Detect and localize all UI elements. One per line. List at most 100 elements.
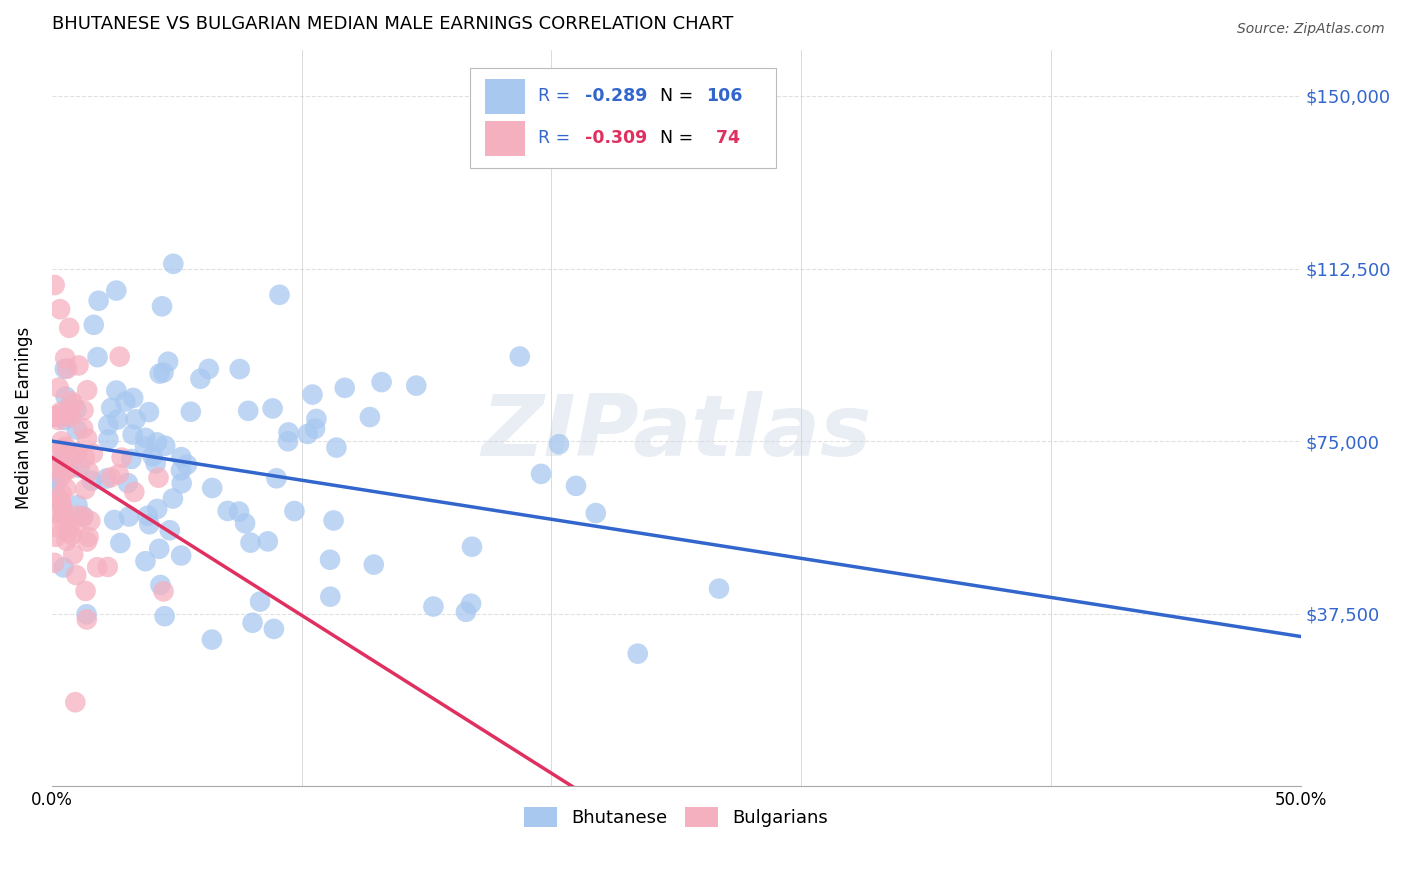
Point xyxy=(627,647,650,661)
Point xyxy=(134,440,156,454)
Point xyxy=(51,442,73,457)
Point xyxy=(45,530,67,544)
Point xyxy=(242,615,264,630)
Point xyxy=(114,394,136,409)
Point xyxy=(108,350,131,364)
Point xyxy=(263,622,285,636)
Point xyxy=(405,378,427,392)
Point xyxy=(149,367,172,381)
Point xyxy=(117,476,139,491)
Point xyxy=(66,498,89,512)
Point xyxy=(107,467,129,482)
Point xyxy=(170,549,193,563)
Point xyxy=(65,447,87,461)
FancyBboxPatch shape xyxy=(470,69,776,168)
Point xyxy=(76,431,98,445)
Point xyxy=(58,460,80,475)
Point xyxy=(51,512,73,526)
Point xyxy=(49,495,72,509)
Point xyxy=(162,257,184,271)
Point xyxy=(262,401,284,416)
Point xyxy=(48,381,70,395)
Y-axis label: Median Male Earnings: Median Male Earnings xyxy=(15,327,32,509)
Point xyxy=(48,413,70,427)
Point xyxy=(75,584,97,599)
Point xyxy=(56,361,79,376)
Point xyxy=(319,552,342,566)
Point xyxy=(86,350,108,364)
Point xyxy=(707,582,730,596)
Point xyxy=(76,607,98,622)
Legend: Bhutanese, Bulgarians: Bhutanese, Bulgarians xyxy=(515,797,837,837)
Point xyxy=(107,412,129,426)
Point xyxy=(48,408,70,422)
Point xyxy=(118,509,141,524)
Point xyxy=(266,471,288,485)
Point xyxy=(72,421,94,435)
Point xyxy=(51,434,73,449)
Text: R =: R = xyxy=(537,87,575,105)
Point xyxy=(76,384,98,398)
Point xyxy=(370,375,392,389)
Point xyxy=(110,536,132,550)
Text: ZIPatlas: ZIPatlas xyxy=(481,392,872,475)
Text: BHUTANESE VS BULGARIAN MEDIAN MALE EARNINGS CORRELATION CHART: BHUTANESE VS BULGARIAN MEDIAN MALE EARNI… xyxy=(52,15,733,33)
Point xyxy=(304,422,326,436)
Point xyxy=(53,462,76,476)
Point xyxy=(229,362,252,376)
Point xyxy=(72,509,94,524)
Point xyxy=(86,560,108,574)
Point xyxy=(65,568,87,582)
Point xyxy=(65,695,87,709)
Point xyxy=(256,534,278,549)
Point xyxy=(157,355,180,369)
Point xyxy=(75,483,97,497)
Point xyxy=(325,441,347,455)
Point xyxy=(83,318,105,332)
Point xyxy=(52,560,75,574)
Point xyxy=(58,320,80,334)
Point xyxy=(48,493,70,508)
Point xyxy=(97,433,120,447)
Point xyxy=(159,523,181,537)
Point xyxy=(297,426,319,441)
Point xyxy=(170,463,193,477)
Point xyxy=(44,409,66,424)
Point xyxy=(51,452,73,467)
Point xyxy=(121,427,143,442)
Point xyxy=(65,519,87,533)
Point xyxy=(65,402,87,417)
Text: Source: ZipAtlas.com: Source: ZipAtlas.com xyxy=(1237,22,1385,37)
Point xyxy=(322,514,344,528)
Point xyxy=(73,450,96,465)
Point xyxy=(585,506,607,520)
Point xyxy=(170,476,193,491)
Point xyxy=(201,632,224,647)
Point xyxy=(105,284,128,298)
Point xyxy=(49,302,72,317)
Point xyxy=(170,450,193,465)
Point xyxy=(122,391,145,405)
Point xyxy=(66,445,89,459)
Point xyxy=(148,471,170,485)
Point xyxy=(228,505,250,519)
Text: 106: 106 xyxy=(706,87,742,105)
Point xyxy=(87,293,110,308)
Point xyxy=(97,560,120,574)
Point xyxy=(148,541,170,556)
Point xyxy=(55,481,77,495)
Point xyxy=(79,514,101,528)
Point xyxy=(190,372,212,386)
Point xyxy=(134,554,156,568)
Point xyxy=(217,504,239,518)
Point xyxy=(145,457,167,471)
Text: N =: N = xyxy=(659,129,699,147)
Point xyxy=(548,437,571,451)
Point xyxy=(45,475,67,489)
Point xyxy=(100,401,122,415)
Point xyxy=(44,556,66,570)
Point xyxy=(44,461,66,475)
Point xyxy=(72,509,94,524)
Point xyxy=(363,558,385,572)
Point xyxy=(53,463,76,477)
